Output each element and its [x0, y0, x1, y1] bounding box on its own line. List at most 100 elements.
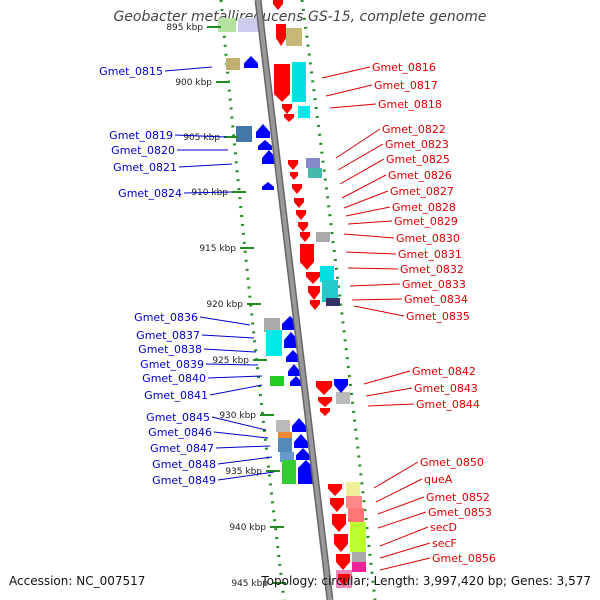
gene-label-forward: Gmet_0836 — [134, 311, 198, 324]
leader-line — [215, 445, 271, 449]
ruler-label: 900 kbp — [175, 78, 212, 88]
gene-label-reverse: Gmet_0835 — [406, 310, 470, 323]
gene-label-forward: Gmet_0848 — [152, 458, 216, 471]
gene-label-reverse: Gmet_0844 — [416, 398, 480, 411]
cog-block — [306, 158, 320, 168]
cog-block — [326, 298, 340, 306]
reverse-gene-arrow — [316, 381, 332, 395]
leader-line — [213, 431, 269, 439]
reverse-gene-arrow — [300, 232, 310, 242]
leader-line — [343, 233, 395, 239]
gene-label-reverse: Gmet_0823 — [385, 138, 449, 151]
forward-gene-arrow — [262, 182, 274, 190]
leader-line — [321, 66, 371, 79]
forward-gene-arrow — [290, 376, 302, 386]
gene-label-reverse: Gmet_0833 — [402, 278, 466, 291]
leader-line — [211, 416, 267, 431]
gene-label-forward: Gmet_0846 — [148, 426, 212, 439]
reverse-gene-arrow — [296, 210, 306, 220]
ruler-label: 930 kbp — [219, 411, 256, 421]
cog-block — [238, 18, 258, 32]
gene-label-forward: Gmet_0849 — [152, 474, 216, 487]
reverse-gene-arrow — [320, 408, 330, 416]
cog-block — [336, 392, 350, 404]
cog-block — [348, 508, 364, 522]
topology-text: Topology: circular; Length: 3,997,420 bp… — [261, 574, 591, 588]
reverse-gene-arrow — [306, 272, 320, 284]
forward-gene-arrow — [292, 418, 306, 432]
leader-line — [203, 348, 257, 353]
leader-line — [377, 496, 425, 515]
backbone-line — [256, 0, 332, 600]
cog-block — [282, 460, 296, 484]
gene-label-reverse: queA — [424, 473, 453, 486]
reverse-gene-arrow — [290, 172, 298, 180]
gene-label-reverse: secD — [430, 521, 457, 534]
reverse-gene-arrow — [288, 160, 298, 170]
ruler-label: 905 kbp — [183, 133, 220, 143]
reverse-gene-arrow — [336, 554, 350, 570]
ruler-label: 920 kbp — [206, 300, 243, 310]
gene-label-reverse: Gmet_0831 — [398, 248, 462, 261]
reverse-gene-arrow — [274, 64, 290, 102]
cog-block — [264, 318, 280, 332]
cog-block — [226, 58, 240, 70]
forward-gene-arrow — [284, 332, 298, 348]
gene-label-forward: Gmet_0837 — [136, 329, 200, 342]
leader-line — [377, 511, 427, 529]
leader-line — [379, 542, 431, 559]
forward-gene-arrow — [296, 448, 310, 460]
leader-line — [363, 370, 411, 385]
gene-label-reverse: Gmet_0843 — [414, 382, 478, 395]
gene-label-reverse: Gmet_0827 — [390, 185, 454, 198]
gene-label-forward: Gmet_0841 — [144, 389, 208, 402]
reverse-gene-arrow — [300, 244, 314, 270]
leader-line — [217, 456, 273, 465]
cog-block — [352, 552, 366, 562]
leader-line — [329, 103, 377, 109]
reverse-gene-arrow — [298, 222, 308, 232]
leader-line — [205, 363, 259, 366]
leader-line — [367, 403, 415, 407]
gene-track — [244, 0, 350, 586]
cog-block — [298, 106, 310, 118]
reverse-gene-arrow — [310, 300, 320, 310]
genome-backbone — [254, 0, 334, 600]
gene-label-reverse: Gmet_0826 — [388, 169, 452, 182]
reverse-gene-arrow — [273, 0, 283, 10]
reverse-gene-arrow — [308, 286, 320, 300]
forward-gene-arrow — [244, 56, 258, 68]
reverse-gene-arrow — [294, 198, 304, 208]
leader-line — [207, 375, 263, 379]
gene-label-forward: Gmet_0838 — [138, 343, 202, 356]
gene-label-reverse: Gmet_0829 — [394, 215, 458, 228]
leader-line — [199, 316, 251, 326]
gene-label-forward: Gmet_0824 — [118, 187, 182, 200]
gene-label-reverse: Gmet_0822 — [382, 123, 446, 136]
cog-block — [292, 62, 306, 102]
reverse-gene-arrow — [328, 484, 342, 496]
cog-block — [236, 126, 252, 142]
label-leader-lines — [164, 66, 431, 571]
cog-block — [276, 420, 290, 432]
reverse-gene-arrow — [338, 574, 350, 586]
gene-label-forward: Gmet_0845 — [146, 411, 210, 424]
leader-line — [337, 143, 384, 171]
leader-line — [339, 158, 385, 185]
leader-line — [343, 190, 389, 209]
leader-line — [379, 557, 431, 571]
leader-line — [209, 384, 263, 396]
leader-line — [217, 471, 275, 481]
ruler-labels: 895 kbp 900 kbp 905 kbp 910 kbp 915 kbp 920 k… — [166, 23, 286, 589]
ruler-label: 895 kbp — [166, 23, 203, 33]
leader-line — [375, 478, 423, 503]
forward-gene-arrow — [298, 460, 314, 484]
cog-block — [346, 496, 362, 508]
gene-label-forward: Gmet_0815 — [99, 65, 163, 78]
leader-line — [341, 174, 387, 199]
reverse-gene-arrow — [334, 534, 348, 552]
cog-block — [266, 330, 282, 356]
reverse-gene-arrow — [318, 397, 332, 407]
reverse-gene-arrow — [292, 184, 302, 194]
gene-label-reverse: Gmet_0856 — [432, 552, 496, 565]
